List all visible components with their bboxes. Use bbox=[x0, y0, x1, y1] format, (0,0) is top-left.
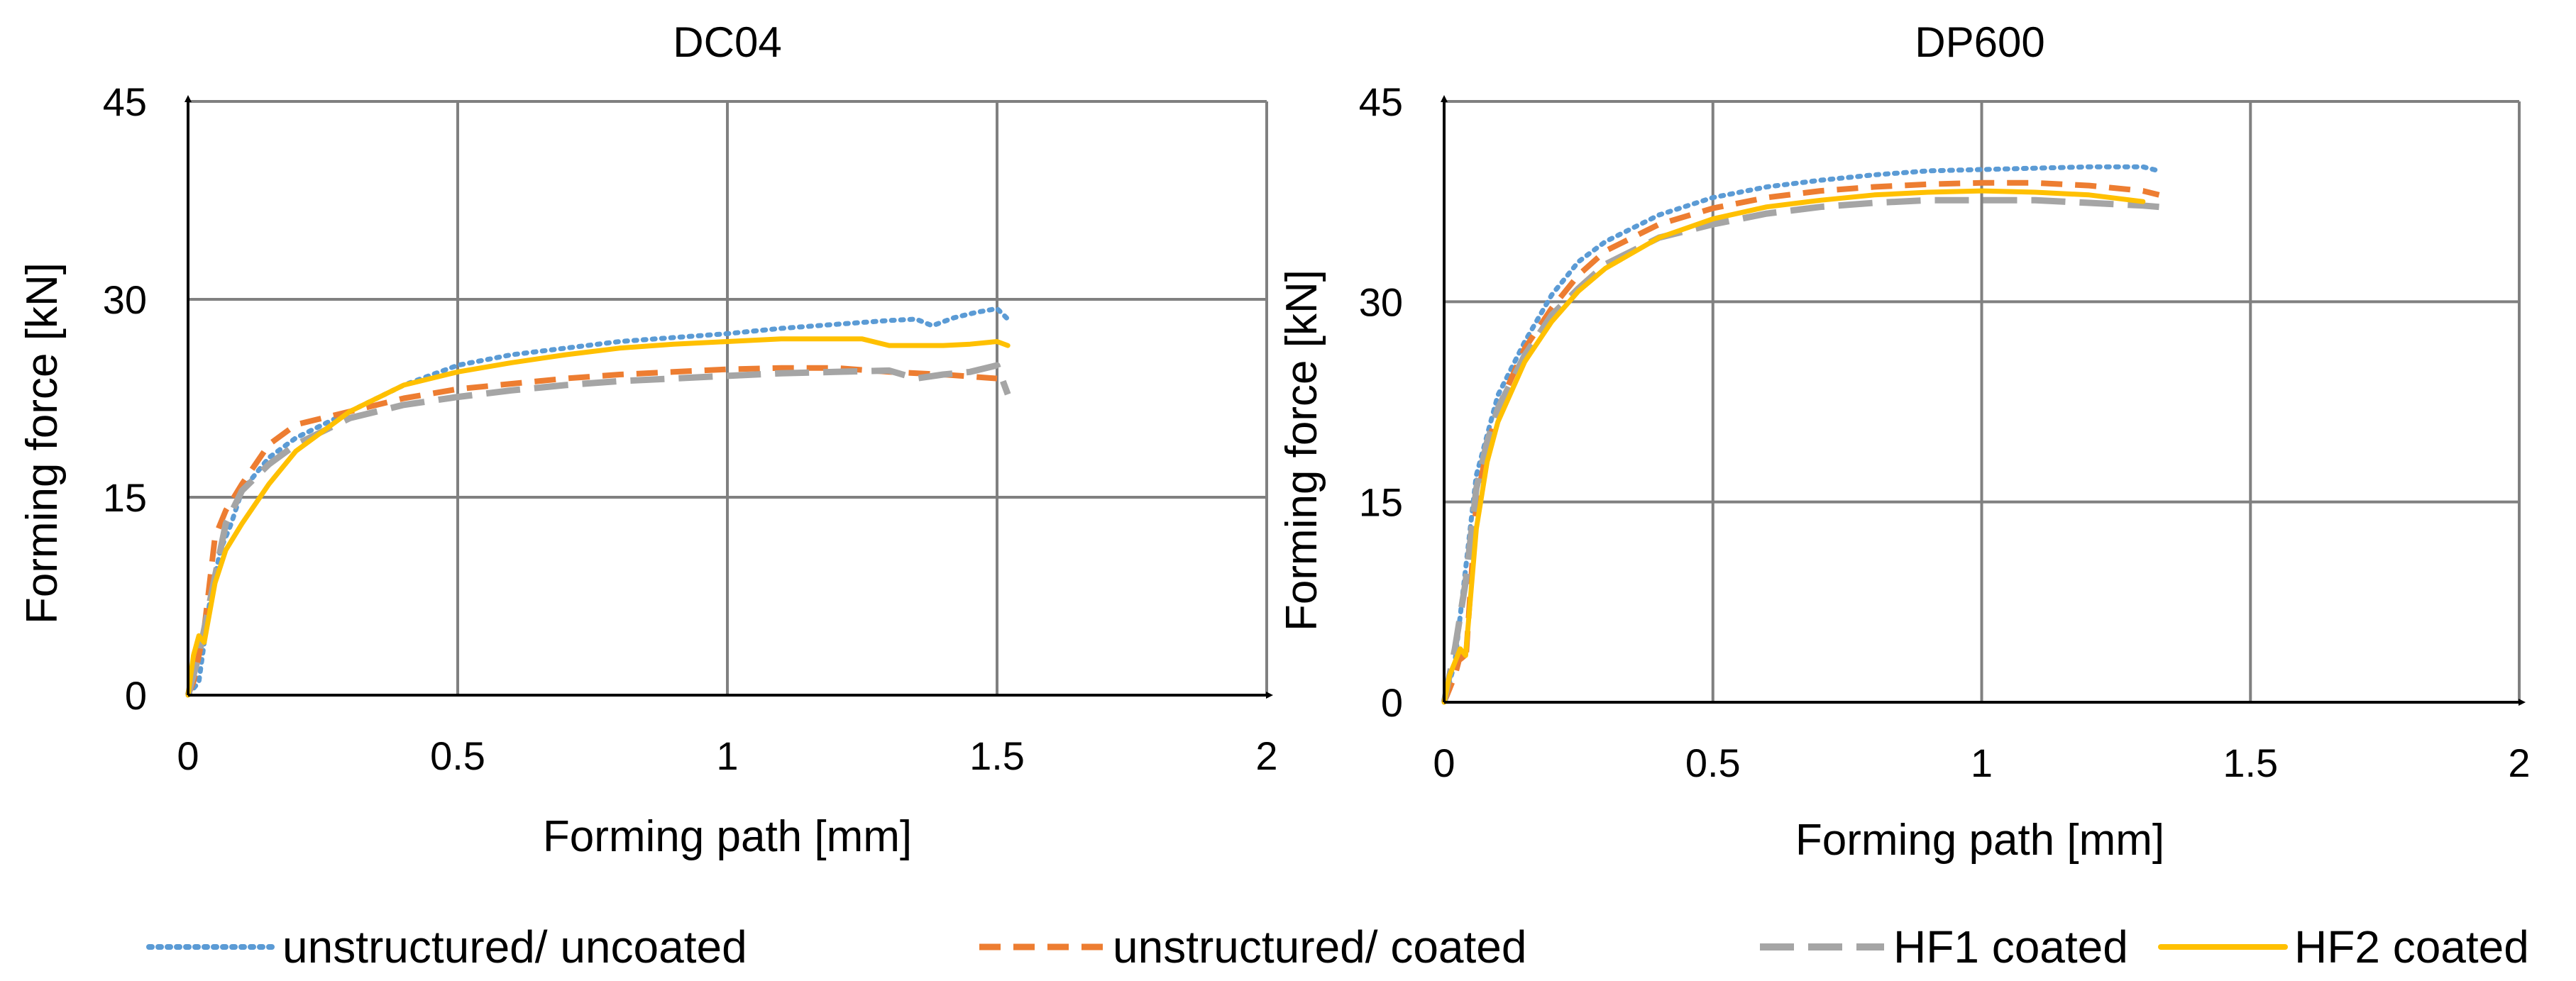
y-tick-label: 15 bbox=[1359, 480, 1403, 525]
y-tick-labels: 0 15 30 45 bbox=[1359, 79, 1403, 725]
axes bbox=[1441, 95, 2526, 706]
y-tick-label: 0 bbox=[125, 673, 147, 718]
legend-label-unstructured-uncoated: unstructured/ uncoated bbox=[282, 921, 747, 972]
y-tick-label: 30 bbox=[1359, 279, 1403, 324]
x-axis-label: Forming path [mm] bbox=[543, 812, 912, 861]
y-axis-label: Forming force [kN] bbox=[18, 262, 67, 624]
y-tick-label: 45 bbox=[1359, 79, 1403, 124]
chart-title: DC04 bbox=[673, 18, 781, 66]
series-line-unstructured-coated bbox=[1441, 179, 2160, 704]
legend-label-unstructured-coated: unstructured/ coated bbox=[1113, 921, 1526, 972]
x-tick-label: 1.5 bbox=[969, 733, 1025, 778]
axes bbox=[185, 95, 1273, 699]
y-tick-label: 0 bbox=[1381, 680, 1403, 725]
x-tick-labels: 0 0.5 1 1.5 2 bbox=[177, 733, 1277, 778]
x-tick-label: 0.5 bbox=[1685, 741, 1741, 785]
series-group bbox=[1441, 164, 2162, 705]
x-axis-label: Forming path [mm] bbox=[1795, 816, 2164, 865]
x-tick-label: 0 bbox=[177, 733, 199, 778]
y-axis-label: Forming force [kN] bbox=[1277, 270, 1326, 631]
chart-panel-dc04: DC04 0 15 30 45 0 0.5 1 1.5 2 Forming path [mm]… bbox=[18, 18, 1278, 861]
y-tick-label: 45 bbox=[103, 79, 147, 124]
x-tick-label: 2 bbox=[1255, 733, 1277, 778]
x-tick-label: 1.5 bbox=[2223, 741, 2278, 785]
grid bbox=[1444, 100, 2521, 702]
chart-panel-dp600: DP600 0 15 30 45 0 0.5 1 1.5 2 Forming path [mm… bbox=[1277, 18, 2531, 865]
y-tick-labels: 0 15 30 45 bbox=[103, 79, 147, 718]
series-line-unstructured-uncoated bbox=[1441, 164, 2162, 705]
series-line-hf1-coated bbox=[1441, 196, 2159, 703]
y-tick-label: 15 bbox=[103, 475, 147, 520]
series-group bbox=[185, 306, 1011, 698]
x-tick-label: 1 bbox=[1971, 741, 1993, 785]
legend-label-hf1-coated: HF1 coated bbox=[1893, 921, 2128, 972]
x-tick-labels: 0 0.5 1 1.5 2 bbox=[1433, 741, 2530, 785]
series-line-hf2-coated bbox=[1441, 188, 2146, 705]
x-tick-label: 0 bbox=[1433, 741, 1455, 785]
x-tick-label: 2 bbox=[2508, 741, 2530, 785]
series-line-hf1-coated bbox=[185, 362, 1011, 697]
chart-title: DP600 bbox=[1915, 18, 2044, 66]
x-tick-label: 0.5 bbox=[430, 733, 485, 778]
legend-label-hf2-coated: HF2 coated bbox=[2294, 921, 2529, 972]
series-line-unstructured-uncoated bbox=[185, 306, 1011, 698]
series-line-unstructured-coated bbox=[185, 365, 998, 697]
series-line-hf2-coated bbox=[185, 336, 1011, 698]
grid bbox=[188, 100, 1268, 695]
y-tick-label: 30 bbox=[103, 277, 147, 322]
x-tick-label: 1 bbox=[716, 733, 738, 778]
legend: unstructured/ uncoated unstructured/ coa… bbox=[146, 921, 2529, 972]
